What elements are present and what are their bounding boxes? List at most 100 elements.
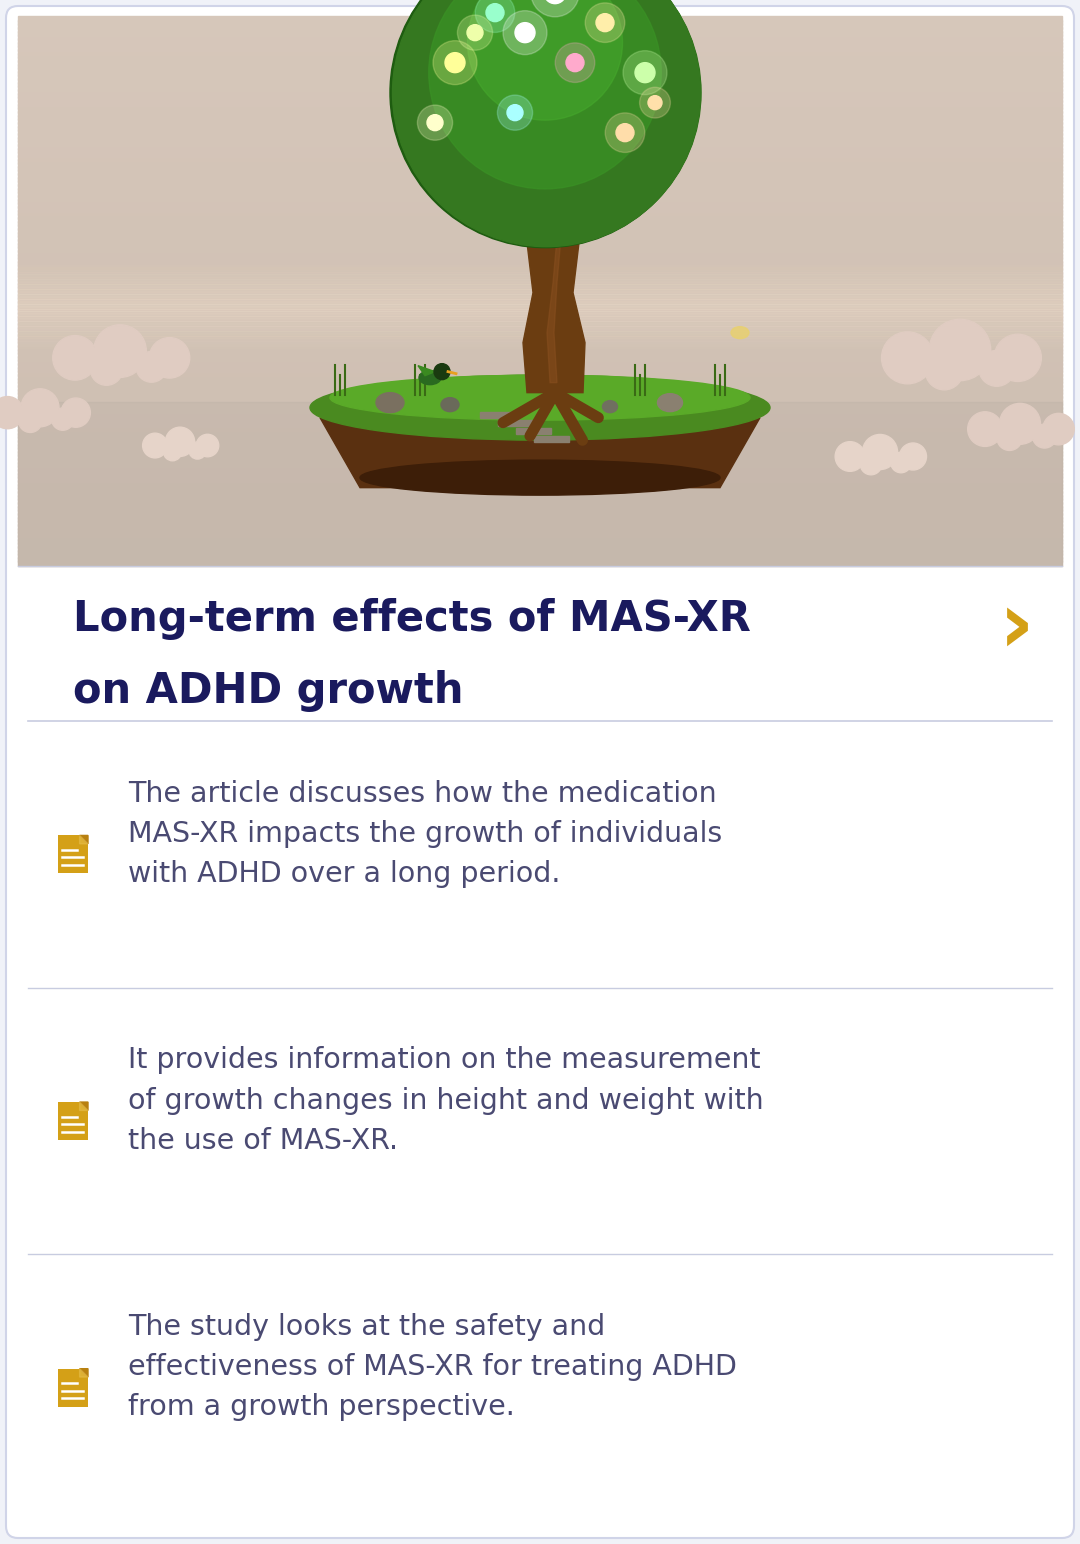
Bar — [18, 400, 1062, 406]
Bar — [18, 363, 1062, 369]
Bar — [18, 472, 1062, 479]
Circle shape — [544, 0, 566, 3]
Bar — [18, 31, 1062, 36]
Bar — [18, 85, 1062, 91]
Circle shape — [881, 332, 933, 384]
Bar — [18, 539, 1062, 543]
Bar — [18, 154, 1062, 161]
Bar — [18, 469, 1062, 474]
Bar — [18, 111, 1062, 117]
Bar — [18, 338, 1062, 343]
Ellipse shape — [330, 375, 750, 420]
Bar — [18, 170, 1062, 174]
Text: The study looks at the safety and
effectiveness of MAS-XR for treating ADHD
from: The study looks at the safety and effect… — [129, 1312, 737, 1420]
Bar — [18, 403, 1062, 409]
Circle shape — [900, 443, 927, 469]
Circle shape — [475, 0, 515, 32]
Circle shape — [860, 454, 881, 476]
Bar — [18, 553, 1062, 559]
Bar — [18, 317, 1062, 321]
Circle shape — [467, 25, 483, 40]
Bar — [18, 337, 1062, 341]
Bar — [18, 130, 1062, 134]
Circle shape — [165, 428, 194, 457]
Circle shape — [486, 3, 504, 22]
Bar — [18, 199, 1062, 204]
Ellipse shape — [658, 394, 683, 412]
Bar — [18, 136, 1062, 142]
Bar — [18, 344, 1062, 350]
Bar — [516, 428, 551, 434]
Bar — [18, 395, 1062, 401]
Bar — [18, 239, 1062, 244]
Bar — [18, 122, 1062, 128]
FancyBboxPatch shape — [58, 1368, 87, 1407]
Bar — [18, 352, 1062, 358]
Bar — [18, 295, 1062, 298]
Bar — [18, 90, 1062, 94]
Circle shape — [507, 105, 523, 120]
Bar — [18, 528, 1062, 533]
Circle shape — [395, 0, 701, 245]
Bar — [18, 60, 1062, 65]
Bar — [18, 270, 1062, 273]
Bar — [18, 499, 1062, 503]
Bar — [18, 321, 1062, 326]
Ellipse shape — [360, 460, 720, 496]
Circle shape — [605, 113, 645, 153]
Circle shape — [635, 63, 654, 83]
Bar — [18, 411, 1062, 417]
Bar — [18, 346, 1062, 350]
Circle shape — [136, 352, 167, 383]
Ellipse shape — [603, 400, 618, 412]
Bar — [18, 320, 1062, 323]
Circle shape — [390, 0, 700, 247]
Circle shape — [433, 40, 477, 85]
Bar — [18, 293, 1062, 300]
Circle shape — [53, 335, 97, 380]
Circle shape — [648, 96, 662, 110]
Circle shape — [149, 338, 190, 378]
Bar — [18, 191, 1062, 198]
Bar — [18, 283, 1062, 286]
Bar — [18, 326, 1062, 330]
Bar — [18, 79, 1062, 83]
Bar — [18, 323, 1062, 329]
Bar — [18, 232, 1062, 238]
FancyBboxPatch shape — [58, 1102, 87, 1139]
Polygon shape — [80, 1368, 87, 1377]
Circle shape — [498, 96, 532, 130]
Bar — [18, 330, 1062, 337]
Bar — [18, 459, 1062, 463]
Bar — [18, 477, 1062, 482]
Bar — [18, 429, 1062, 434]
Circle shape — [623, 51, 667, 94]
Circle shape — [530, 0, 579, 17]
Bar — [18, 312, 1062, 317]
Circle shape — [434, 364, 450, 380]
Bar — [18, 483, 1062, 489]
Circle shape — [555, 43, 595, 82]
Circle shape — [52, 408, 73, 431]
Circle shape — [566, 54, 584, 71]
Bar — [18, 462, 1062, 468]
Bar — [18, 15, 1062, 22]
Circle shape — [392, 0, 701, 247]
Circle shape — [863, 434, 897, 469]
Bar — [18, 188, 1062, 193]
Bar — [18, 330, 1062, 335]
Bar — [18, 235, 1062, 241]
Bar — [18, 144, 1062, 150]
Bar — [18, 432, 1062, 438]
Bar — [18, 195, 1062, 201]
Bar — [18, 258, 1062, 262]
Circle shape — [163, 443, 181, 460]
Bar — [18, 523, 1062, 530]
Bar — [18, 338, 1062, 343]
Bar — [18, 279, 1062, 284]
Bar — [18, 309, 1062, 313]
Bar — [18, 276, 1062, 281]
Bar — [18, 341, 1062, 347]
Circle shape — [978, 350, 1015, 386]
Polygon shape — [80, 1102, 87, 1110]
